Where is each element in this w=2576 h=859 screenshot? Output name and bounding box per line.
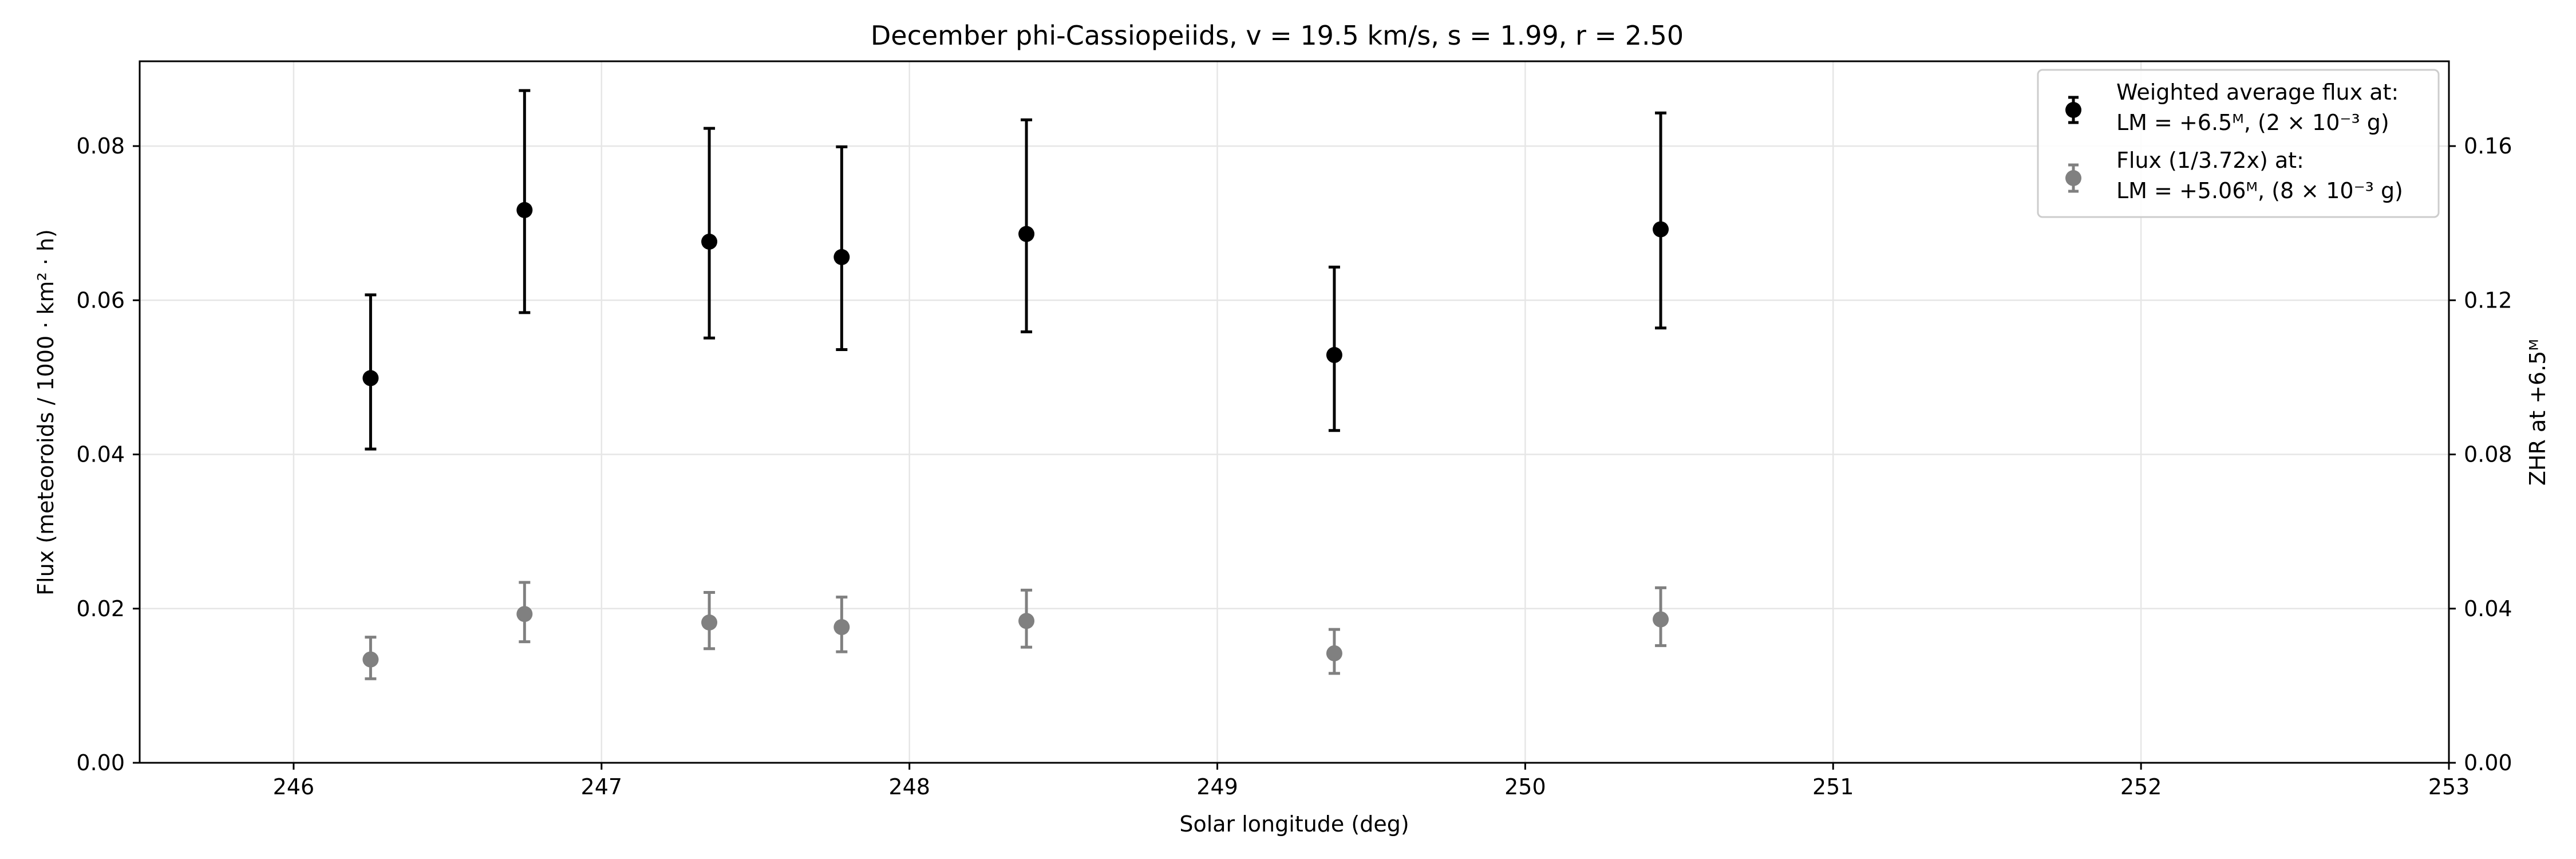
y-right-tick-label: 0.08 — [2464, 442, 2512, 467]
series-0-point — [701, 234, 718, 250]
legend-marker-0 — [2065, 96, 2081, 124]
series-0-point — [1653, 221, 1669, 238]
y-tick-label: 0.02 — [76, 596, 125, 621]
series-0-point-group — [833, 145, 850, 351]
series-0-point-group — [516, 89, 533, 314]
x-axis-label: Solar longitude (deg) — [1179, 811, 1409, 837]
x-tick-label: 253 — [2428, 774, 2470, 799]
y-tick-label: 0.06 — [76, 287, 125, 313]
chart-title: December phi-Cassiopeiids, v = 19.5 km/s… — [871, 20, 1684, 51]
legend-label-0-line-2: LM = +6.5ᴹ, (2 × 10⁻³ g) — [2116, 110, 2389, 135]
plot-marks — [362, 89, 1669, 680]
y-right-tick-label: 0.12 — [2464, 287, 2512, 313]
series-1-point-group — [362, 636, 379, 680]
x-tick-label: 251 — [1812, 774, 1854, 799]
axes: 246 247 248 249 250 251 252 2530.000.020.040.06… — [76, 133, 2512, 799]
series-0-point-group — [362, 293, 379, 451]
plot-frame — [139, 60, 2450, 764]
series-1-point — [1653, 611, 1669, 628]
series-0-point-group — [701, 127, 718, 340]
x-tick-label: 249 — [1196, 774, 1238, 799]
y-right-tick-label: 0.16 — [2464, 133, 2512, 159]
legend: Weighted average flux at: LM = +6.5ᴹ, (2… — [2037, 69, 2440, 218]
series-0-point — [833, 249, 850, 265]
series-0-point — [1326, 346, 1342, 363]
legend-box — [2037, 69, 2440, 218]
x-tick-label: 247 — [581, 774, 623, 799]
series-0-point — [362, 370, 379, 387]
legend-label-1-line-1: Flux (1/3.72x) at: — [2116, 148, 2304, 173]
series-0-point-group — [1326, 265, 1342, 432]
x-tick-label: 250 — [1504, 774, 1546, 799]
series-1-point-group — [1326, 628, 1342, 675]
x-tick-label: 252 — [2120, 774, 2162, 799]
y-tick-label: 0.00 — [76, 750, 125, 775]
legend-marker-1 — [2065, 163, 2081, 193]
series-1-point — [362, 651, 379, 668]
series-0-point-group — [1018, 118, 1035, 333]
y-right-tick-label: 0.04 — [2464, 596, 2512, 621]
series-0-point — [516, 202, 533, 218]
y-tick-label: 0.04 — [76, 442, 125, 467]
series-1-point — [516, 606, 533, 622]
series-1-point-group — [833, 596, 850, 653]
series-1-point-group — [516, 581, 533, 644]
series-0-point-group — [1653, 111, 1669, 330]
y-tick-label: 0.08 — [76, 133, 125, 159]
series-1-point-group — [1653, 586, 1669, 647]
y-axis-label: Flux (meteoroids / 1000 · km² · h) — [33, 229, 58, 596]
x-tick-label: 246 — [273, 774, 315, 799]
series-1-point — [833, 619, 850, 636]
legend-label-1-line-2: LM = +5.06ᴹ, (8 × 10⁻³ g) — [2116, 178, 2403, 203]
series-1-point — [1018, 613, 1035, 629]
series-1-point — [1326, 645, 1342, 661]
series-1-point-group — [701, 591, 718, 651]
series-1-point-group — [1018, 588, 1035, 649]
legend-label-0-line-1: Weighted average flux at: — [2116, 80, 2399, 105]
x-tick-label: 248 — [888, 774, 930, 799]
series-0-point — [1018, 226, 1035, 242]
y-axis-right-label: ZHR at +6.5ᴹ — [2525, 339, 2550, 486]
series-1-point — [701, 614, 718, 631]
y-right-tick-label: 0.00 — [2464, 750, 2512, 775]
